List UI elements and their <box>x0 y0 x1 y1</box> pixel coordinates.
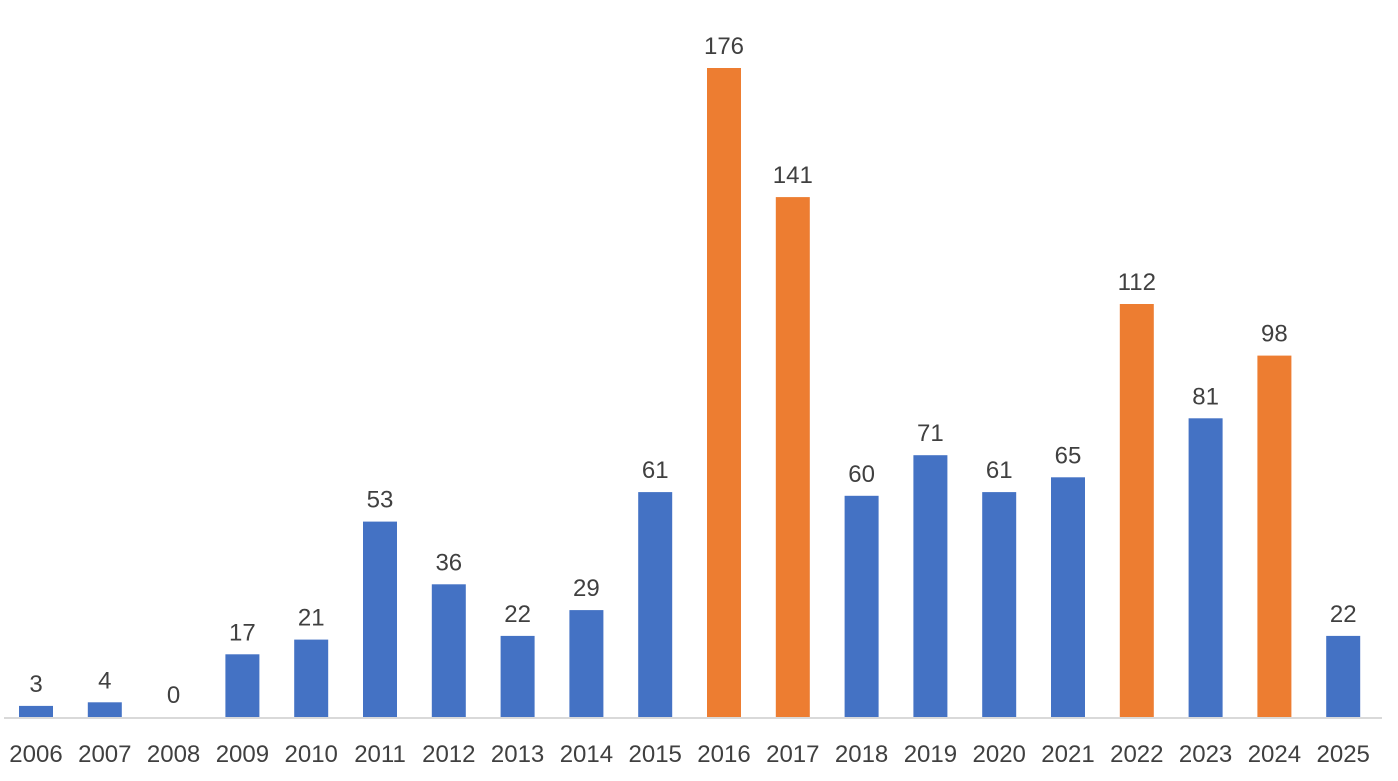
data-label-2025: 22 <box>1330 601 1357 628</box>
data-label-2008: 0 <box>167 682 180 709</box>
data-label-2016: 176 <box>704 33 744 60</box>
x-tick-label-2006: 2006 <box>9 741 62 768</box>
data-label-2010: 21 <box>298 605 325 632</box>
bar-2011 <box>363 521 397 717</box>
x-tick-label-2013: 2013 <box>491 741 544 768</box>
bar-2015 <box>638 492 673 717</box>
x-tick-label-2023: 2023 <box>1179 741 1232 768</box>
x-tick-labels-layer: 2006 2007 2008 2009 2010 2011 2012 2013 2014 2015… <box>9 741 1370 768</box>
data-label-2015: 61 <box>642 457 669 484</box>
data-label-2023: 81 <box>1192 383 1219 410</box>
bar-2010 <box>294 639 329 717</box>
bar-2006 <box>19 705 53 717</box>
data-label-2021: 65 <box>1055 442 1082 469</box>
x-tick-label-2011: 2011 <box>354 741 406 768</box>
bars-layer <box>19 68 1361 718</box>
x-tick-label-2015: 2015 <box>629 741 682 768</box>
bar-2016 <box>707 68 741 717</box>
x-tick-label-2007: 2007 <box>78 741 131 768</box>
x-tick-label-2010: 2010 <box>285 741 338 768</box>
data-label-2017: 141 <box>773 162 813 189</box>
bar-2013 <box>500 635 535 717</box>
x-tick-label-2017: 2017 <box>766 741 819 768</box>
bar-2019 <box>913 455 948 717</box>
data-label-2018: 60 <box>848 461 875 488</box>
data-label-2012: 36 <box>435 549 462 576</box>
data-label-2022: 112 <box>1118 269 1156 296</box>
data-label-2007: 4 <box>98 667 111 694</box>
x-tick-label-2009: 2009 <box>216 741 269 768</box>
data-label-2020: 61 <box>986 457 1013 484</box>
bar-2009 <box>225 654 260 717</box>
data-labels-layer: 3 4 0 17 21 53 36 22 29 61 176 141 60 71 61 65 112 81 98 22 <box>29 33 1356 709</box>
data-label-2013: 22 <box>504 601 531 628</box>
data-label-2014: 29 <box>573 575 600 602</box>
data-label-2011: 53 <box>367 487 394 514</box>
x-tick-label-2012: 2012 <box>422 741 475 768</box>
x-tick-label-2020: 2020 <box>973 741 1026 768</box>
x-tick-label-2021: 2021 <box>1041 741 1094 768</box>
bar-2014 <box>569 610 604 717</box>
x-tick-label-2024: 2024 <box>1248 741 1301 768</box>
data-label-2009: 17 <box>229 619 256 646</box>
x-tick-label-2016: 2016 <box>697 741 750 768</box>
data-label-2019: 71 <box>917 420 944 447</box>
x-tick-label-2014: 2014 <box>560 741 613 768</box>
bar-2020 <box>982 492 1017 717</box>
bar-2022 <box>1119 304 1154 717</box>
bar-2018 <box>844 495 879 718</box>
bar-2023 <box>1188 418 1223 717</box>
bar-2007 <box>87 702 122 718</box>
data-label-2006: 3 <box>29 671 42 698</box>
bar-2012 <box>431 584 466 718</box>
bar-2024 <box>1257 355 1292 717</box>
bar-2025 <box>1326 635 1361 717</box>
x-tick-label-2008: 2008 <box>147 741 200 768</box>
x-tick-label-2019: 2019 <box>904 741 957 768</box>
bar-2017 <box>775 197 810 718</box>
data-label-2024: 98 <box>1261 321 1288 348</box>
x-tick-label-2022: 2022 <box>1110 741 1163 768</box>
x-tick-label-2025: 2025 <box>1317 741 1370 768</box>
x-tick-label-2018: 2018 <box>835 741 888 768</box>
bar-2021 <box>1051 477 1085 717</box>
